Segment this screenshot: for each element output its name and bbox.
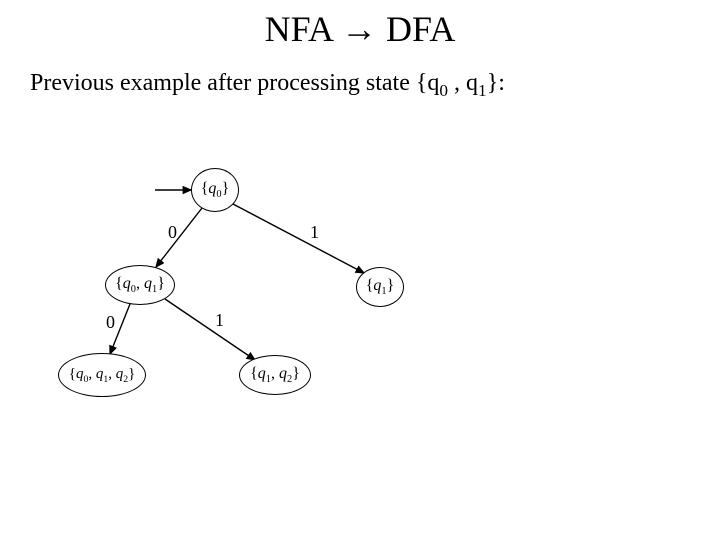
subtitle-sub1: 1 bbox=[478, 81, 487, 100]
slide-title: NFA → DFA bbox=[0, 8, 720, 50]
subtitle-suffix: }: bbox=[487, 70, 505, 96]
q: q bbox=[258, 365, 266, 382]
node-q0: {q0} bbox=[191, 168, 239, 212]
subtitle-text: Previous example after processing state … bbox=[30, 70, 439, 96]
edge-q0q1-q1q2 bbox=[165, 299, 255, 360]
state-diagram: {q0} {q0, q1} {q1} {q0, q1, q2} {q1, q2}… bbox=[70, 160, 570, 460]
edge-q0-q0q1 bbox=[156, 208, 202, 267]
node-q1q2-label: {q1, q2} bbox=[250, 365, 300, 385]
subtitle-mid: , q bbox=[448, 70, 478, 96]
edge-q0-q1 bbox=[233, 204, 364, 273]
node-q1: {q1} bbox=[356, 267, 404, 307]
slide: NFA → DFA Previous example after process… bbox=[0, 0, 720, 540]
node-q0q1q2: {q0, q1, q2} bbox=[58, 353, 146, 397]
subtitle-sub0: 0 bbox=[439, 81, 448, 100]
sep: , bbox=[271, 365, 279, 382]
node-q0q1-label: {q0, q1} bbox=[115, 275, 165, 295]
q: q bbox=[279, 365, 287, 382]
node-q0q1q2-label: {q0, q1, q2} bbox=[69, 366, 136, 385]
sep: , bbox=[136, 275, 144, 292]
q: q bbox=[144, 275, 152, 292]
brace-close: } bbox=[387, 277, 395, 294]
edge-label-0b: 0 bbox=[106, 312, 115, 333]
node-q1q2: {q1, q2} bbox=[239, 355, 311, 395]
brace-open: { bbox=[250, 365, 258, 382]
slide-subtitle: Previous example after processing state … bbox=[30, 70, 505, 101]
node-q0q1: {q0, q1} bbox=[105, 265, 175, 305]
brace-close: } bbox=[128, 366, 135, 382]
edge-label-1b: 1 bbox=[215, 310, 224, 331]
brace-open: { bbox=[69, 366, 76, 382]
brace-close: } bbox=[292, 365, 300, 382]
node-q1-label: {q1} bbox=[366, 277, 395, 297]
edge-label-0a: 0 bbox=[168, 222, 177, 243]
diagram-arrows bbox=[70, 160, 570, 460]
node-q0-label: {q0} bbox=[201, 180, 230, 200]
sep: , bbox=[108, 366, 116, 382]
brace-close: } bbox=[222, 180, 230, 197]
edge-label-1a: 1 bbox=[310, 222, 319, 243]
q: q bbox=[123, 275, 131, 292]
sep: , bbox=[88, 366, 96, 382]
brace-close: } bbox=[157, 275, 165, 292]
brace-open: { bbox=[115, 275, 123, 292]
